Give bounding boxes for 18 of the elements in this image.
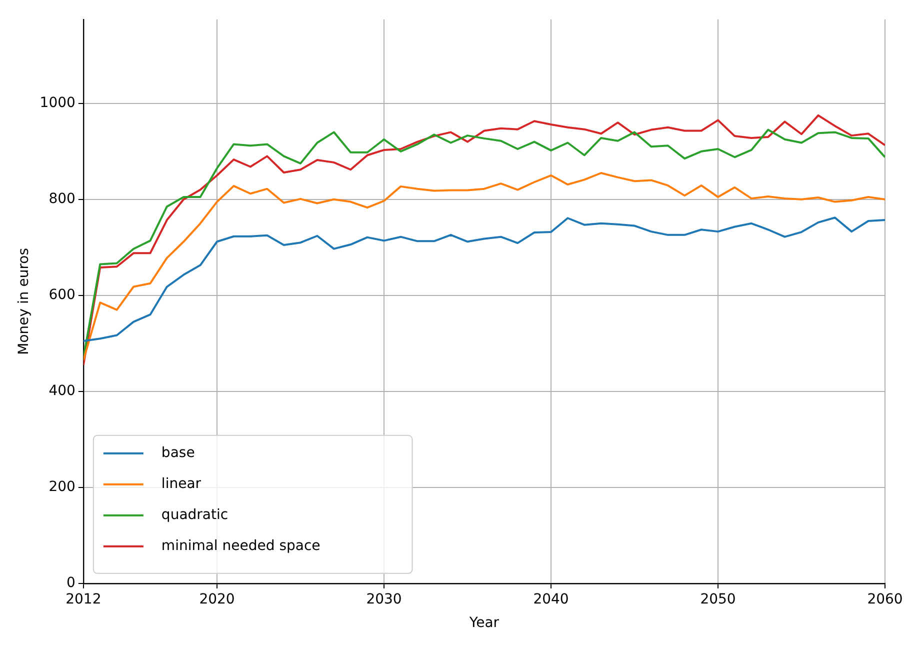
x-tick-label: 2040 xyxy=(533,591,569,608)
y-tick-label: 800 xyxy=(48,191,76,208)
y-tick-label: 600 xyxy=(48,287,76,304)
y-tick-label: 0 xyxy=(66,575,76,592)
x-tick-label: 2050 xyxy=(700,591,736,608)
legend-label: base xyxy=(161,445,195,462)
x-tick-label: 2030 xyxy=(366,591,402,608)
x-axis-title: Year xyxy=(468,615,500,632)
y-axis-title: Money in euros xyxy=(16,248,32,355)
y-tick-label: 400 xyxy=(48,383,76,400)
y-tick-label: 1000 xyxy=(40,95,76,112)
x-tick-label: 2060 xyxy=(867,591,903,608)
legend-label: minimal needed space xyxy=(161,538,320,554)
legend-label: quadratic xyxy=(161,507,228,524)
y-tick-label: 200 xyxy=(48,479,76,496)
x-tick-label: 2020 xyxy=(199,591,235,608)
legend-label: linear xyxy=(161,476,202,492)
x-tick-label: 2012 xyxy=(66,591,102,608)
